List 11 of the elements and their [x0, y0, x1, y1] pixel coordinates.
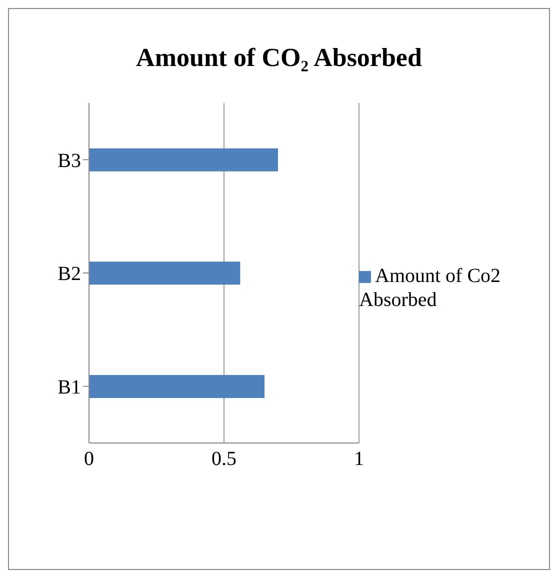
bar — [89, 262, 240, 285]
legend-label: Amount of Co2 Absorbed — [359, 265, 501, 311]
y-tick-label: B3 — [58, 150, 81, 172]
bar — [89, 375, 264, 398]
bar — [89, 148, 278, 172]
y-tick-label: B2 — [58, 263, 81, 286]
x-tick-label: 0.5 — [212, 448, 236, 470]
x-tick-label: 0 — [84, 448, 94, 470]
chart-title: Amount of CO₂ Absorbed — [135, 43, 423, 73]
x-tick-label: 1 — [354, 448, 364, 470]
y-tick-label: B1 — [58, 376, 81, 398]
